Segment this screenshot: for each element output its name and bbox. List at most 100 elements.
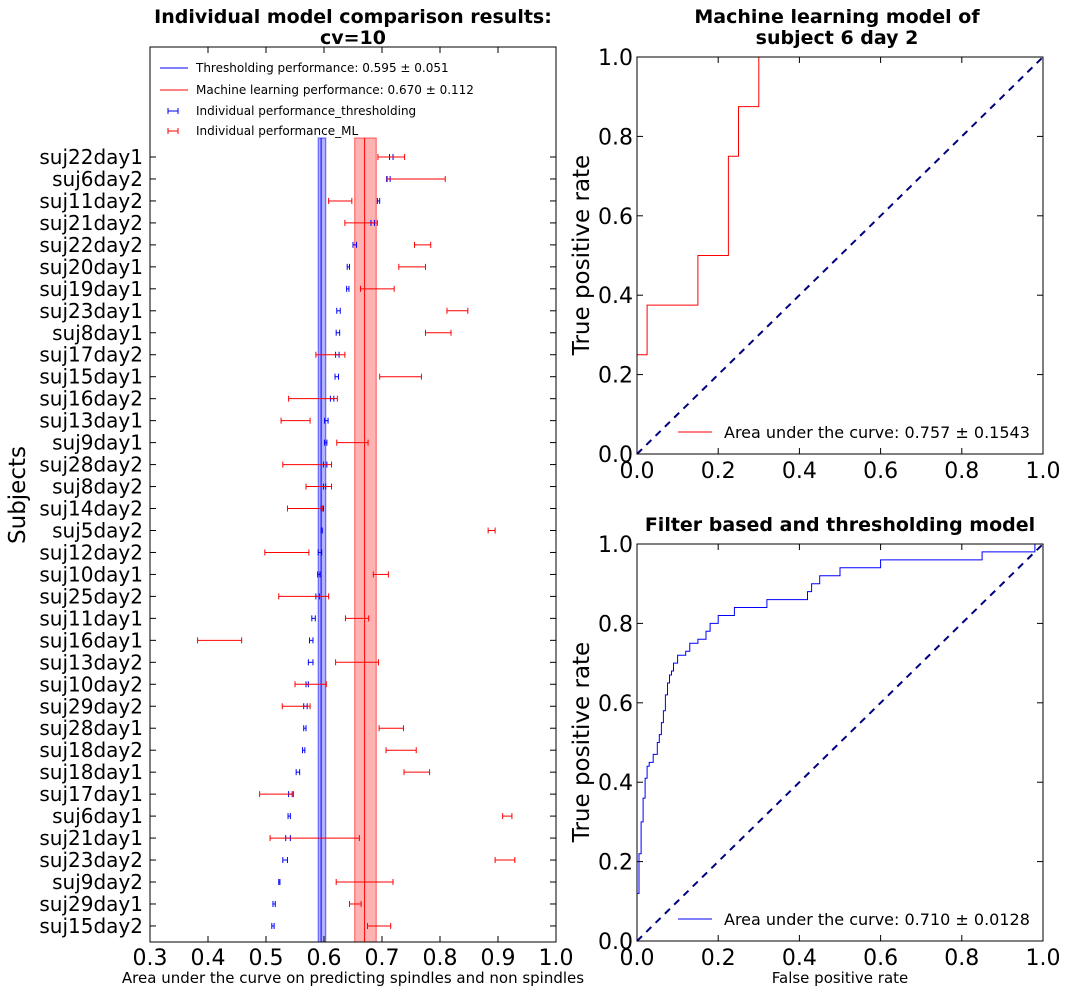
subject-label-suj25day2: suj25day2 xyxy=(39,584,143,608)
subject-label-suj15day1: suj15day1 xyxy=(39,365,143,389)
comparison-y-ticks: suj22day1suj6day2suj11day2suj21day2suj22… xyxy=(39,145,556,938)
ml-errorbar-suj23day1 xyxy=(446,307,469,314)
threshold-errorbar-suj22day2 xyxy=(352,241,357,248)
y-tick-label: 0.0 xyxy=(598,443,633,468)
x-tick-label: 0.3 xyxy=(133,946,168,971)
threshold-errorbar-suj19day1 xyxy=(346,285,350,292)
subject-label-suj23day1: suj23day1 xyxy=(39,299,143,323)
ml-errorbar-suj11day1 xyxy=(344,615,370,622)
subject-label-suj19day1: suj19day1 xyxy=(39,277,143,301)
y-tick-label: 0.8 xyxy=(598,125,633,150)
chance-diagonal-line xyxy=(636,543,1044,942)
y-tick-label: 0.6 xyxy=(598,205,633,230)
subject-label-suj5day2: suj5day2 xyxy=(52,518,143,542)
comparison-legend: Thresholding performance: 0.595 ± 0.051 … xyxy=(160,61,474,138)
legend-individual-thresholding-marker xyxy=(167,108,179,114)
threshold-roc-legend: Area under the curve: 0.710 ± 0.0128 xyxy=(678,910,1030,929)
subject-label-suj20day1: suj20day1 xyxy=(39,255,143,279)
threshold-errorbar-suj20day1 xyxy=(346,263,351,270)
ml-errorbar-suj12day2 xyxy=(264,549,310,556)
x-tick-label: 0.6 xyxy=(307,946,342,971)
ml-roc-plot-frame xyxy=(636,56,1044,455)
threshold-errorbar-suj28day1 xyxy=(303,725,307,732)
ml-roc-subtitle: subject 6 day 2 xyxy=(756,27,919,49)
threshold-errorbar-suj9day1 xyxy=(324,439,328,446)
band-fill-0 xyxy=(317,137,327,943)
ml-errorbar-suj10day2 xyxy=(294,681,327,688)
subject-label-suj17day2: suj17day2 xyxy=(39,343,143,367)
ml-errorbar-suj10day1 xyxy=(372,571,389,578)
ml-roc-x-ticks: 0.0 0.2 0.4 0.6 0.8 1.0 xyxy=(620,57,1061,484)
y-tick-label: 0.6 xyxy=(598,692,633,717)
x-tick-label: 0.6 xyxy=(863,946,898,971)
threshold-errorbar-suj11day2 xyxy=(376,197,381,204)
ml-errorbar-suj23day2 xyxy=(494,857,516,864)
ml-errorbar-suj6day2 xyxy=(386,175,446,182)
ml-errorbar-suj25day2 xyxy=(278,593,330,600)
threshold-errorbar-suj12day2 xyxy=(317,549,323,556)
threshold-errorbar-suj8day1 xyxy=(335,329,341,336)
x-tick-label: 0.0 xyxy=(620,459,655,484)
threshold-errorbar-suj11day1 xyxy=(311,615,316,622)
ml-errorbar-suj17day1 xyxy=(259,791,293,798)
subject-label-suj18day1: suj18day1 xyxy=(39,760,143,784)
ml-errorbar-suj9day2 xyxy=(335,879,394,886)
y-tick-label: 1.0 xyxy=(598,46,633,71)
x-tick-label: 0.9 xyxy=(481,946,516,971)
subject-label-suj16day1: suj16day1 xyxy=(39,628,143,652)
x-tick-label: 1.0 xyxy=(1026,459,1061,484)
subject-label-suj11day2: suj11day2 xyxy=(39,189,143,213)
subject-label-suj10day2: suj10day2 xyxy=(39,672,143,696)
legend-thresholding-label: Thresholding performance: 0.595 ± 0.051 xyxy=(195,61,449,75)
subject-label-suj14day2: suj14day2 xyxy=(39,497,143,521)
subject-label-suj9day2: suj9day2 xyxy=(52,870,143,894)
ml-errorbar-suj19day1 xyxy=(360,285,395,292)
threshold-roc-chart: Filter based and thresholding model 0.0 0… xyxy=(569,514,1061,987)
ml-errorbar-suj28day2 xyxy=(282,461,333,468)
ml-errorbar-suj16day1 xyxy=(197,637,243,644)
subject-label-suj29day2: suj29day2 xyxy=(39,694,143,718)
x-tick-label: 0.2 xyxy=(701,459,736,484)
y-tick-label: 0.0 xyxy=(598,930,633,955)
subject-label-suj16day2: suj16day2 xyxy=(39,387,143,411)
subject-label-suj6day1: suj6day1 xyxy=(52,804,143,828)
ml-errorbar-suj5day2 xyxy=(487,527,496,534)
y-tick-label: 1.0 xyxy=(598,533,633,558)
x-tick-label: 0.6 xyxy=(863,459,898,484)
subject-label-suj17day1: suj17day1 xyxy=(39,782,143,806)
subject-label-suj22day1: suj22day1 xyxy=(39,145,143,169)
ml-errorbar-suj11day2 xyxy=(328,197,353,204)
subject-label-suj21day2: suj21day2 xyxy=(39,211,143,235)
threshold-errorbar-suj15day2 xyxy=(271,922,275,929)
x-tick-label: 1.0 xyxy=(539,946,574,971)
y-tick-label: 0.4 xyxy=(598,284,633,309)
chance-diagonal-line xyxy=(636,56,1044,455)
threshold-roc-x-ticks: 0.0 0.2 0.4 0.6 0.8 1.0 xyxy=(620,544,1061,971)
ml-errorbar-suj21day1 xyxy=(269,835,360,842)
x-tick-label: 0.4 xyxy=(782,459,817,484)
threshold-roc-legend-label: Area under the curve: 0.710 ± 0.0128 xyxy=(724,910,1030,929)
subject-label-suj28day1: suj28day1 xyxy=(39,716,143,740)
comparison-chart-title: Individual model comparison results: xyxy=(154,6,552,28)
subject-label-suj10day1: suj10day1 xyxy=(39,562,143,586)
subject-label-suj18day2: suj18day2 xyxy=(39,738,143,762)
threshold-errorbar-suj23day2 xyxy=(282,857,288,864)
x-tick-label: 0.8 xyxy=(944,459,979,484)
ml-errorbar-suj9day1 xyxy=(336,439,369,446)
roc-curve-line xyxy=(636,56,1043,454)
legend-individual-ml-marker xyxy=(167,128,179,134)
subject-label-suj8day1: suj8day1 xyxy=(52,321,143,345)
x-tick-label: 0.4 xyxy=(191,946,226,971)
x-tick-label: 1.0 xyxy=(1026,946,1061,971)
ml-errorbar-suj16day2 xyxy=(288,395,338,402)
ml-errorbar-suj29day2 xyxy=(281,703,311,710)
threshold-errorbar-suj18day1 xyxy=(295,769,301,776)
legend-individual-ml-label: Individual performance_ML xyxy=(196,124,358,138)
subject-label-suj15day2: suj15day2 xyxy=(39,914,143,938)
ml-roc-legend-label: Area under the curve: 0.757 ± 0.1543 xyxy=(724,423,1030,442)
x-tick-label: 0.5 xyxy=(249,946,284,971)
x-tick-label: 0.4 xyxy=(782,946,817,971)
subject-label-suj8day2: suj8day2 xyxy=(52,475,143,499)
ml-errorbar-suj6day1 xyxy=(502,813,513,820)
